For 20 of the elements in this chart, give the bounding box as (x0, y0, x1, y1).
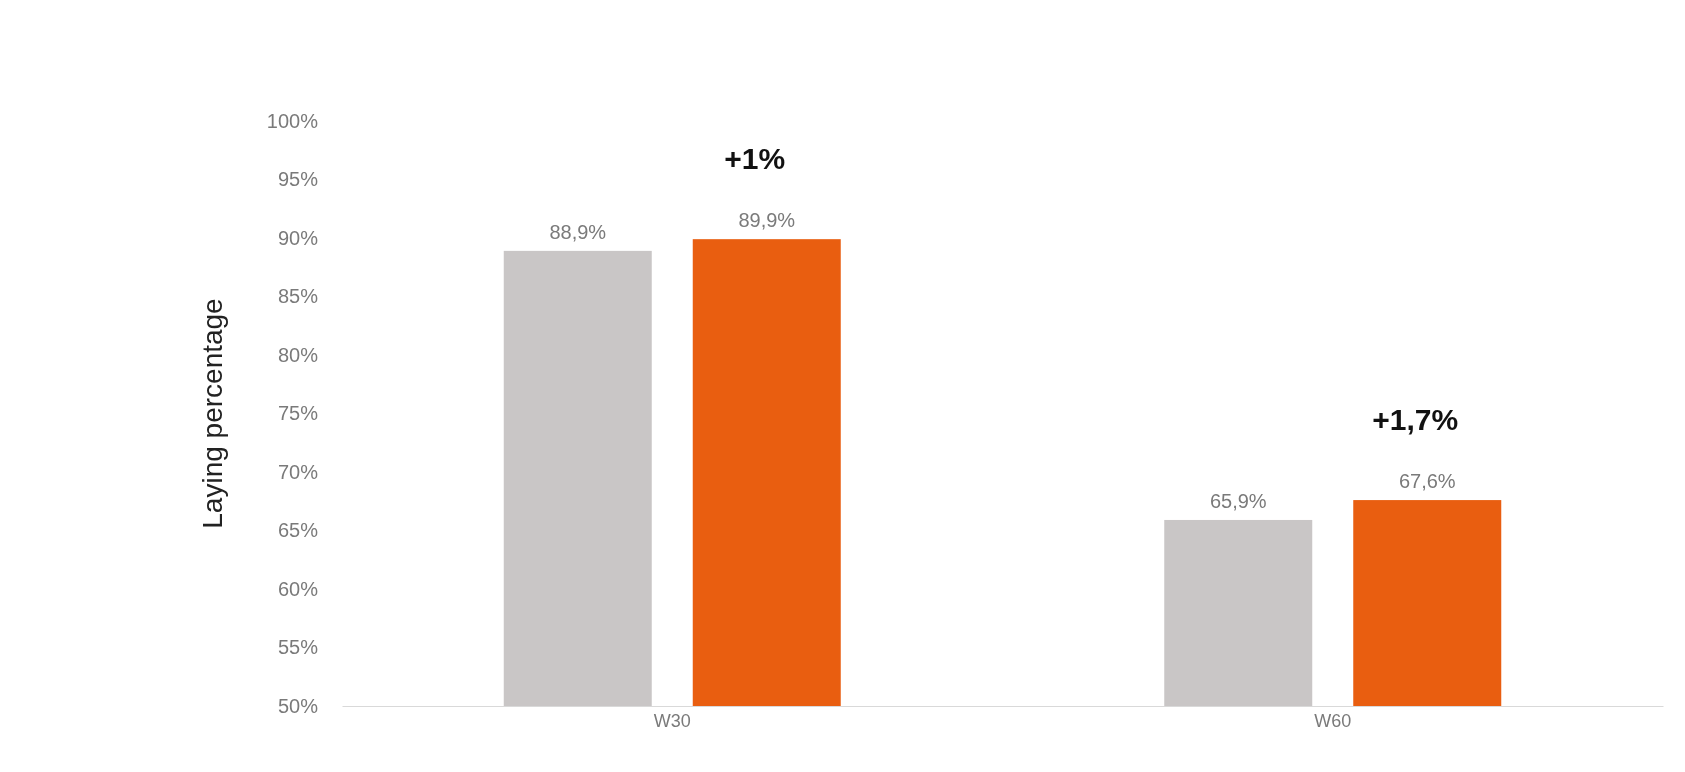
x-tick-label: W60 (1314, 711, 1352, 731)
y-tick-label: 70% (277, 460, 319, 483)
y-tick-label: 100% (266, 109, 319, 132)
y-tick-label: 60% (277, 577, 319, 600)
y-tick-label: 65% (277, 519, 319, 542)
x-tick-label: W30 (653, 711, 691, 731)
y-tick-label: 90% (277, 226, 319, 249)
y-axis-title: Laying percentage (197, 298, 228, 529)
data-label: 67,6% (1398, 470, 1456, 493)
data-label: 88,9% (549, 220, 607, 243)
data-label: 89,9% (738, 209, 796, 232)
y-tick-label: 80% (277, 343, 319, 366)
y-tick-label: 75% (277, 402, 319, 425)
annotation: +1% (724, 142, 786, 176)
data-label: 65,9% (1209, 489, 1267, 512)
y-tick-label: 85% (277, 285, 319, 308)
y-tick-label: 50% (277, 694, 319, 717)
y-tick-label: 95% (277, 168, 319, 191)
y-tick-label: 55% (277, 636, 319, 659)
annotation: +1,7% (1372, 403, 1459, 437)
